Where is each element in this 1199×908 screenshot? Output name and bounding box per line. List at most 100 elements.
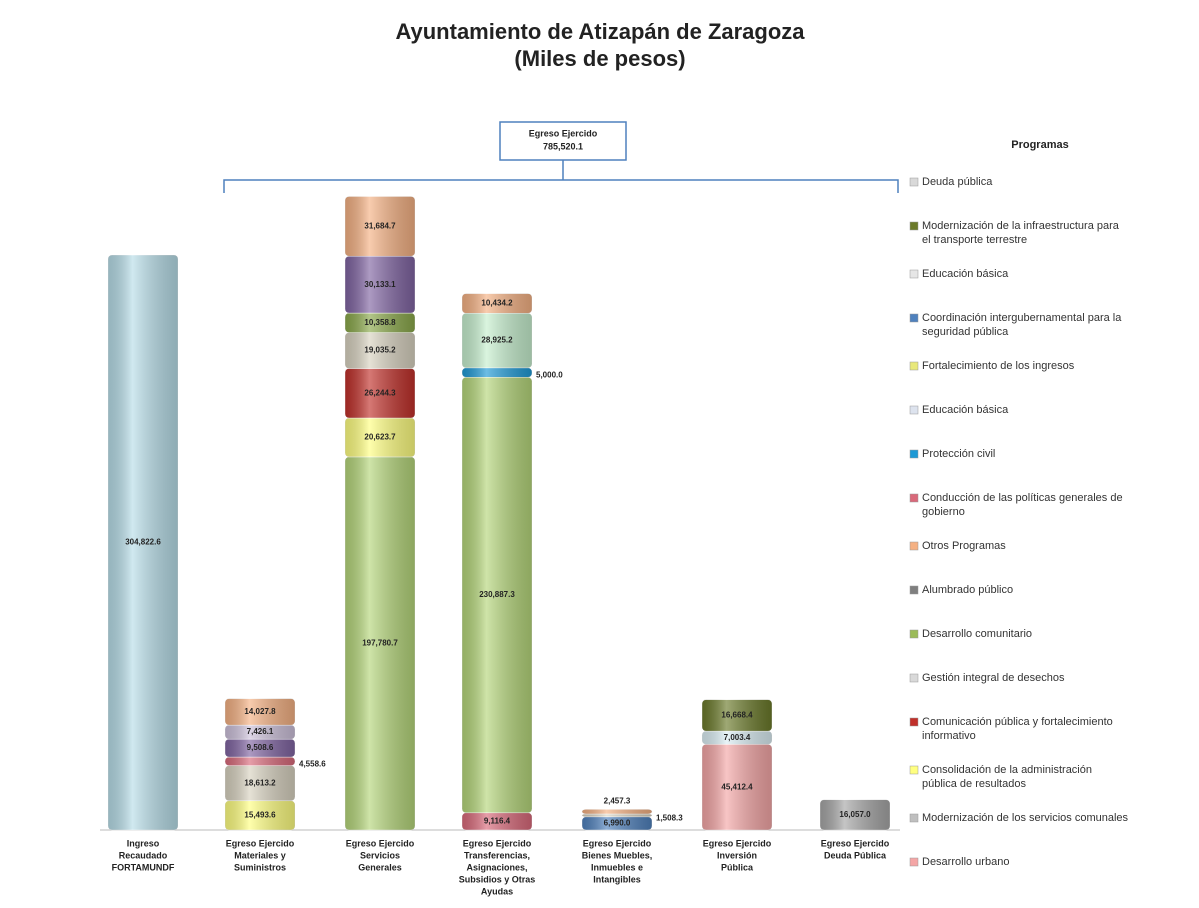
sheen <box>225 698 295 726</box>
sheen <box>582 813 652 817</box>
segment-label: 230,887.3 <box>479 590 515 599</box>
total-box <box>499 121 627 161</box>
sheen <box>462 377 532 813</box>
legend-label: Consolidación de la administración <box>922 764 1092 776</box>
x-tick-label: Inmuebles e <box>591 862 643 872</box>
sheen <box>702 699 772 732</box>
segment-label: 4,558.6 <box>299 759 326 768</box>
legend-label: Comunicación pública y fortalecimiento <box>922 716 1113 728</box>
legend-swatch <box>909 361 919 371</box>
x-tick-label: Egreso Ejercido <box>346 838 415 848</box>
legend-title: Programas <box>1011 139 1068 151</box>
segment-label: 2,457.3 <box>604 796 631 805</box>
segment-label: 7,426.1 <box>247 727 274 736</box>
segment-label: 19,035.2 <box>364 346 396 355</box>
segment-label: 10,358.8 <box>364 318 396 327</box>
legend-swatch <box>909 717 919 727</box>
x-tick-label: Intangibles <box>593 874 641 884</box>
sheen <box>345 332 415 369</box>
sheen <box>582 809 652 814</box>
x-tick-label: Recaudado <box>119 850 168 860</box>
legend-label: el transporte terrestre <box>922 234 1027 246</box>
x-tick-label: Deuda Pública <box>824 850 887 860</box>
legend-label: Modernización de los servicios comunales <box>922 812 1129 824</box>
sheen <box>462 812 532 830</box>
segment-label: 6,990.0 <box>604 819 631 828</box>
legend-swatch <box>909 405 919 415</box>
segment-label: 20,623.7 <box>364 433 396 442</box>
legend-label: pública de resultados <box>922 778 1026 790</box>
sheen <box>345 418 415 457</box>
total-value: 785,520.1 <box>543 141 583 151</box>
legend-label: Otros Programas <box>922 540 1006 552</box>
legend-label: Educación básica <box>922 404 1009 416</box>
segment-label: 304,822.6 <box>125 538 161 547</box>
x-tick-label: Bienes Muebles, <box>582 850 653 860</box>
sheen <box>108 255 178 830</box>
sheen <box>462 293 532 314</box>
sheen <box>345 256 415 314</box>
segment-label: 1,508.3 <box>656 814 683 823</box>
segment-label: 9,508.6 <box>247 743 274 752</box>
sheen <box>225 739 295 758</box>
x-tick-label: Pública <box>721 862 754 872</box>
x-tick-label: Subsidios y Otras <box>459 874 536 884</box>
chart-subtitle: (Miles de pesos) <box>514 46 685 71</box>
legend-label: informativo <box>922 730 976 742</box>
legend-label: Modernización de la infraestructura para <box>922 220 1120 232</box>
legend-swatch <box>909 765 919 775</box>
sheen <box>345 196 415 257</box>
legend-label: seguridad pública <box>922 326 1009 338</box>
legend-swatch <box>909 585 919 595</box>
sheen <box>582 816 652 830</box>
x-tick-label: Ayudas <box>481 886 513 896</box>
sheen <box>462 313 532 368</box>
segment-label: 16,057.0 <box>839 810 871 819</box>
segment-label: 197,780.7 <box>362 639 398 648</box>
legend-label: Alumbrado público <box>922 584 1013 596</box>
legend-label: Desarrollo comunitario <box>922 628 1032 640</box>
chart-title: Ayuntamiento de Atizapán de Zaragoza <box>395 19 805 44</box>
segment-label: 10,434.2 <box>481 299 513 308</box>
segment-label: 5,000.0 <box>536 371 563 380</box>
segment-label: 45,412.4 <box>721 782 753 791</box>
legend-label: Conducción de las políticas generales de <box>922 492 1123 504</box>
legend-label: Educación básica <box>922 268 1009 280</box>
segment-label: 15,493.6 <box>244 810 276 819</box>
legend-swatch <box>909 629 919 639</box>
x-tick-label: Asignaciones, <box>466 862 527 872</box>
sheen <box>225 757 295 766</box>
legend-label: gobierno <box>922 506 965 518</box>
sheen <box>702 744 772 830</box>
segment-label: 18,613.2 <box>244 778 276 787</box>
x-tick-label: Egreso Ejercido <box>583 838 652 848</box>
legend-label: Fortalecimiento de los ingresos <box>922 360 1075 372</box>
bracket <box>223 160 899 193</box>
segment-label: 28,925.2 <box>481 336 513 345</box>
x-tick-label: Servicios <box>360 850 400 860</box>
segment-label: 16,668.4 <box>721 711 753 720</box>
legend-swatch <box>909 541 919 551</box>
legend-label: Protección civil <box>922 448 995 460</box>
legend-swatch <box>909 269 919 279</box>
x-tick-label: Generales <box>358 862 402 872</box>
sheen <box>345 313 415 333</box>
x-tick-label: Materiales y <box>234 850 286 860</box>
legend-swatch <box>909 673 919 683</box>
legend-label: Desarrollo urbano <box>922 856 1009 868</box>
sheen <box>702 731 772 745</box>
legend-label: Coordinación intergubernamental para la <box>922 312 1122 324</box>
sheen <box>345 456 415 830</box>
legend-swatch <box>909 493 919 503</box>
x-tick-label: Ingreso <box>127 838 160 848</box>
x-tick-label: Suministros <box>234 862 286 872</box>
legend-swatch <box>909 857 919 867</box>
total-label: Egreso Ejercido <box>529 128 598 138</box>
sheen <box>225 725 295 740</box>
legend-swatch <box>909 313 919 323</box>
x-tick-label: Egreso Ejercido <box>821 838 890 848</box>
segment-label: 9,116.4 <box>484 817 511 826</box>
x-tick-label: Egreso Ejercido <box>463 838 532 848</box>
legend-swatch <box>909 221 919 231</box>
